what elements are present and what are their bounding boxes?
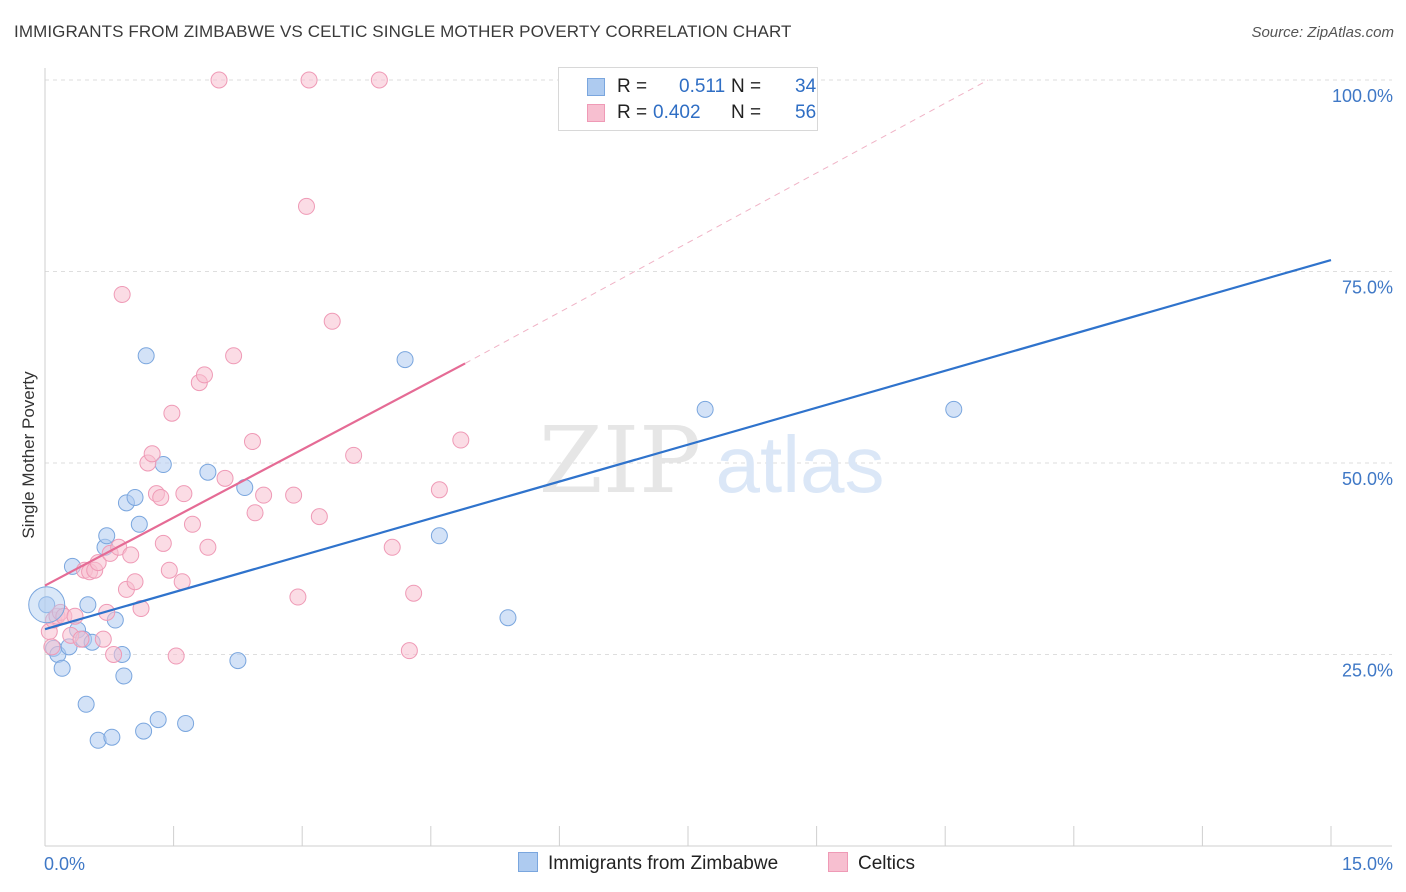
x-tick-label: 15.0%: [1342, 854, 1393, 874]
chart-title: IMMIGRANTS FROM ZIMBABWE VS CELTIC SINGL…: [14, 22, 792, 41]
point-celtics: [370, 71, 388, 89]
point-celtics: [400, 642, 418, 660]
point-celtics: [300, 71, 318, 89]
gridlines: [45, 79, 1392, 655]
y-axis-label: Single Mother Poverty: [19, 371, 38, 539]
point-zimbabwe: [499, 609, 517, 627]
point-celtics: [72, 630, 90, 648]
point-zimbabwe: [77, 695, 95, 713]
point-celtics: [246, 504, 264, 522]
watermark-zip: ZIP: [539, 407, 701, 514]
point-celtics: [167, 647, 185, 665]
y-tick-label: 100.0%: [1332, 86, 1393, 106]
y-tick-label: 25.0%: [1342, 661, 1393, 681]
point-zimbabwe: [98, 527, 116, 545]
point-cluster: [28, 586, 66, 624]
watermark: ZIP atlas: [539, 407, 885, 514]
point-zimbabwe: [396, 351, 414, 369]
data-points: [28, 71, 963, 749]
bottom-legend-swatch-blue: [518, 852, 538, 872]
point-zimbabwe: [89, 731, 107, 749]
trend-line-zimbabwe: [44, 258, 1332, 631]
bottom-legend-swatch-pink: [828, 852, 848, 872]
point-zimbabwe: [79, 596, 97, 614]
legend-n-value: 56: [795, 102, 817, 123]
point-celtics: [183, 515, 201, 533]
point-celtics: [43, 638, 61, 656]
point-celtics: [430, 481, 448, 499]
point-zimbabwe: [103, 728, 121, 746]
point-zimbabwe: [126, 488, 144, 506]
point-celtics: [383, 538, 401, 556]
point-zimbabwe: [149, 711, 167, 729]
legend-swatch-blue: [587, 78, 605, 96]
legend-n-label: N =: [731, 76, 762, 97]
point-celtics: [255, 486, 273, 504]
source-label: Source: ZipAtlas.com: [1251, 24, 1394, 41]
trend-extension-celtics: [464, 79, 989, 364]
point-zimbabwe: [945, 400, 963, 418]
legend-r-label: R =: [617, 76, 648, 97]
point-zimbabwe: [229, 652, 247, 670]
point-zimbabwe: [199, 463, 217, 481]
bottom-legend-label: Celtics: [858, 853, 916, 874]
bottom-legend-label: Immigrants from Zimbabwe: [548, 853, 779, 874]
point-celtics: [105, 646, 123, 663]
point-celtics: [310, 508, 328, 526]
point-celtics: [210, 71, 228, 89]
point-celtics: [126, 573, 144, 591]
y-tick-label: 50.0%: [1342, 469, 1393, 489]
point-zimbabwe: [177, 714, 195, 732]
point-celtics: [122, 546, 140, 564]
point-zimbabwe: [115, 667, 133, 685]
point-celtics: [154, 534, 172, 552]
point-celtics: [225, 347, 243, 365]
bottom-legend-zimbabwe: Immigrants from Zimbabwe: [518, 852, 778, 875]
point-celtics: [345, 446, 363, 464]
legend-n-value: 34: [795, 76, 817, 97]
legend-r-label: R =: [617, 102, 648, 123]
point-zimbabwe: [430, 527, 448, 545]
trend-line-celtics: [44, 362, 466, 587]
legend-r-value: 0.511: [679, 76, 726, 97]
point-zimbabwe: [38, 596, 56, 614]
point-celtics: [199, 538, 217, 556]
x-tick-label: 0.0%: [44, 854, 85, 874]
point-celtics: [160, 561, 178, 579]
point-zimbabwe: [135, 722, 153, 740]
point-celtics: [323, 312, 341, 330]
legend-r-value: 0.402: [653, 102, 701, 123]
point-celtics: [195, 366, 213, 384]
point-zimbabwe: [696, 400, 714, 418]
point-celtics: [405, 584, 423, 602]
trend-lines: [44, 79, 1332, 631]
axes: [44, 68, 1392, 847]
point-celtics: [143, 445, 161, 463]
legend: R = 0.511 N = 34 R = 0.402 N = 56: [558, 67, 818, 131]
y-tick-label: 75.0%: [1342, 278, 1393, 298]
legend-swatch-pink: [587, 104, 605, 122]
point-celtics: [452, 431, 470, 449]
point-celtics: [216, 469, 234, 487]
point-celtics: [94, 630, 112, 648]
point-celtics: [285, 486, 303, 504]
point-celtics: [163, 404, 181, 422]
point-celtics: [243, 433, 261, 451]
point-celtics: [289, 588, 307, 606]
legend-n-label: N =: [731, 102, 762, 123]
tick-labels: 25.0% 50.0% 75.0% 100.0% 0.0% 15.0%: [44, 86, 1393, 874]
point-celtics: [297, 197, 315, 215]
point-zimbabwe: [130, 515, 148, 533]
point-celtics: [113, 285, 131, 303]
point-zimbabwe: [137, 347, 155, 365]
watermark-atlas: atlas: [716, 420, 885, 509]
point-celtics: [152, 488, 170, 506]
point-celtics: [175, 485, 193, 503]
bottom-legend-celtics: Celtics: [828, 852, 915, 875]
point-zimbabwe: [53, 659, 71, 677]
